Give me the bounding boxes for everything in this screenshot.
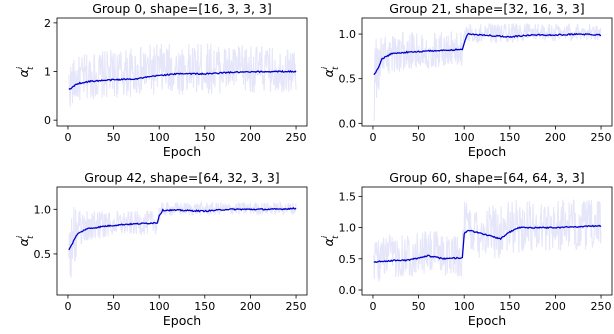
y-axis-label: αi t — [15, 66, 35, 77]
series-mean-line — [68, 207, 297, 251]
y-tick-label: 1.0 — [34, 203, 52, 216]
x-axis-label: Epoch — [163, 313, 201, 328]
subplot-3: 0 50 100 150 200 250 0.0 0.5 1.0 1.5 Group 60, sha… — [320, 170, 613, 328]
x-tick-label: 50 — [412, 300, 426, 313]
x-tick-label: 150 — [499, 300, 520, 313]
chart-title: Group 21, shape=[32, 16, 3, 3] — [389, 1, 584, 16]
x-tick-label: 200 — [545, 300, 566, 313]
chart-title: Group 0, shape=[16, 3, 3, 3] — [92, 1, 271, 16]
x-tick-label: 150 — [194, 131, 215, 144]
x-tick-label: 200 — [240, 300, 261, 313]
x-tick-label: 50 — [412, 131, 426, 144]
series-mean-line — [373, 224, 602, 264]
y-tick-label: 1.0 — [339, 28, 357, 41]
chart-title: Group 42, shape=[64, 32, 3, 3] — [84, 170, 279, 185]
subplot-1: 0 50 100 150 200 250 0.0 0.5 1.0 Group 21, shape=… — [320, 1, 613, 159]
series-band-noise — [68, 43, 297, 107]
x-tick-label: 100 — [149, 131, 170, 144]
x-tick-label: 0 — [369, 131, 376, 144]
y-tick-label: 0.5 — [339, 253, 357, 266]
y-tick-label: 0.0 — [339, 117, 357, 130]
y-tick-label: 1.5 — [339, 190, 357, 203]
series-mean-line — [373, 32, 602, 76]
y-tick-label: 0.5 — [34, 248, 52, 261]
series-band-noise — [373, 22, 602, 122]
x-tick-label: 0 — [64, 300, 71, 313]
y-tick-label: 1 — [44, 66, 51, 79]
x-tick-label: 100 — [454, 131, 475, 144]
x-tick-label: 50 — [107, 131, 121, 144]
y-tick-label: 0 — [44, 114, 51, 127]
x-axis-label: Epoch — [468, 144, 506, 159]
x-axis-label: Epoch — [163, 144, 201, 159]
x-tick-label: 250 — [286, 300, 307, 313]
x-tick-label: 150 — [499, 131, 520, 144]
axes-frame — [361, 186, 613, 296]
x-tick-label: 0 — [64, 131, 71, 144]
x-tick-label: 100 — [149, 300, 170, 313]
axes-frame — [56, 17, 308, 127]
y-tick-label: 2 — [44, 17, 51, 30]
y-axis-label-text: αi t — [320, 235, 340, 246]
x-tick-label: 100 — [454, 300, 475, 313]
y-axis-label-text: αi t — [15, 66, 35, 77]
series-mean-line — [68, 69, 297, 90]
y-tick-label: 0.0 — [339, 284, 357, 297]
y-axis-label: αi t — [15, 235, 35, 246]
x-tick-label: 250 — [286, 131, 307, 144]
x-tick-label: 150 — [194, 300, 215, 313]
x-axis-label: Epoch — [468, 313, 506, 328]
x-tick-label: 0 — [369, 300, 376, 313]
y-axis-label: αi t — [320, 66, 340, 77]
x-tick-label: 200 — [240, 131, 261, 144]
y-axis-label-text: αi t — [15, 235, 35, 246]
x-tick-label: 250 — [591, 300, 612, 313]
series-band-noise — [373, 198, 602, 282]
series-band-noise — [68, 200, 297, 279]
subplot-2: 0 50 100 150 200 250 0.5 1.0 Group 42, shape=[64… — [15, 170, 308, 328]
x-tick-label: 250 — [591, 131, 612, 144]
axes-frame — [56, 186, 308, 296]
chart-title: Group 60, shape=[64, 64, 3, 3] — [389, 170, 584, 185]
subplot-0: 0 50 100 150 200 250 0 1 2 Group 0, shape=[16, 3,… — [15, 1, 308, 159]
y-tick-label: 0.5 — [339, 73, 357, 86]
y-tick-label: 1.0 — [339, 222, 357, 235]
y-axis-label-text: αi t — [320, 66, 340, 77]
y-axis-label: αi t — [320, 235, 340, 246]
x-tick-label: 50 — [107, 300, 121, 313]
axes-frame — [361, 17, 613, 127]
x-tick-label: 200 — [545, 131, 566, 144]
